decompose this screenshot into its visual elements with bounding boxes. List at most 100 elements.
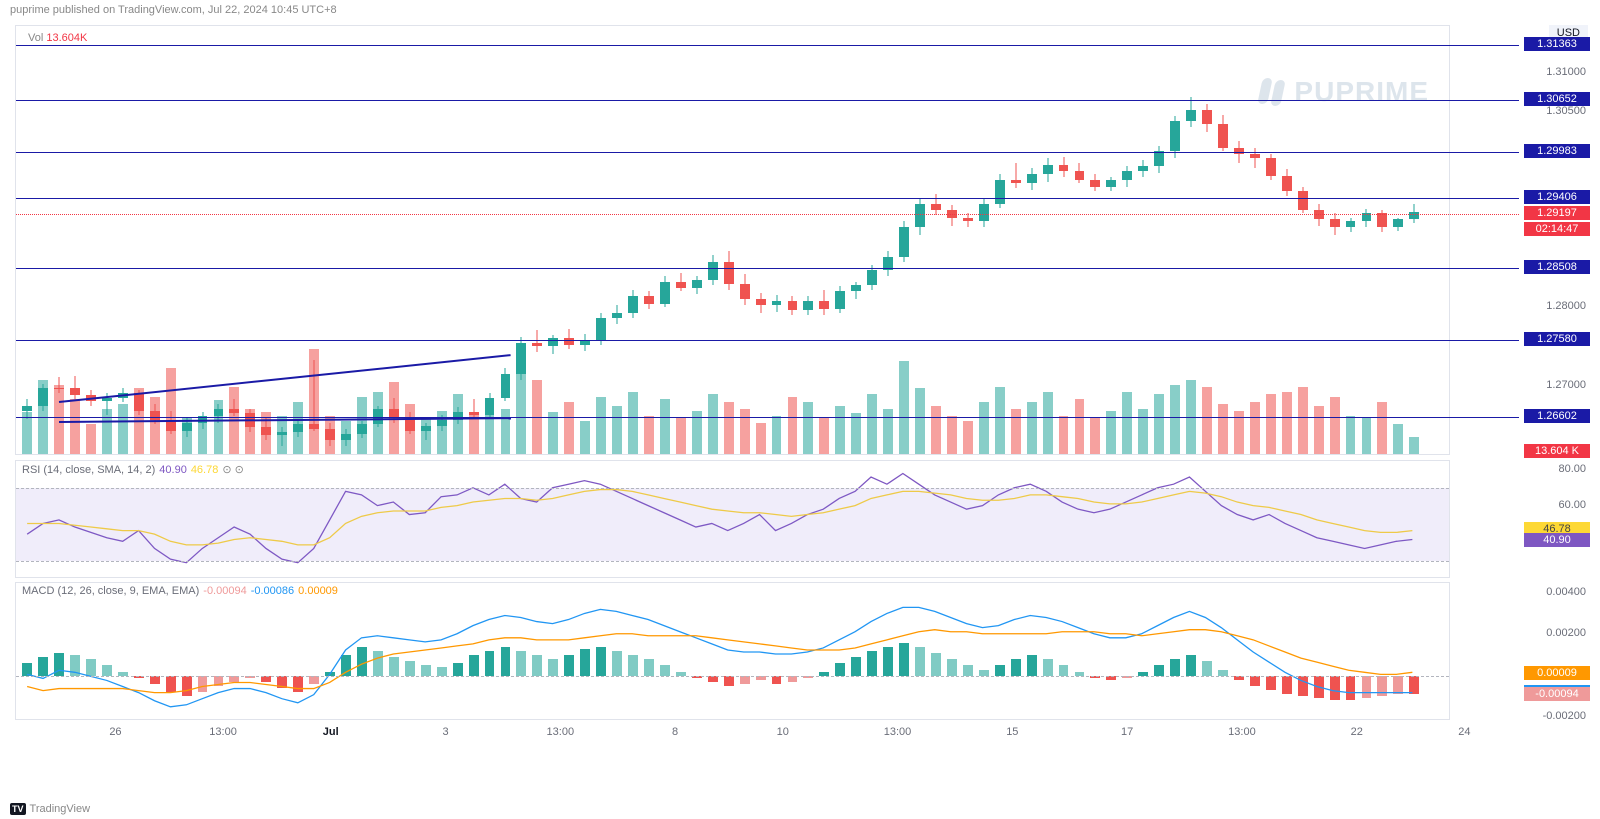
candle [1298,24,1308,454]
candle [931,24,941,454]
time-axis-label: 3 [442,726,448,738]
macd-tick: -0.00200 [1522,710,1590,722]
candle [803,24,813,454]
candle [1282,24,1292,454]
candle [1346,24,1356,454]
candle [1202,24,1212,454]
rsi-axis: 80.0060.0046.7840.90 [1520,460,1590,578]
price-level-badge: 1.29983 [1524,144,1590,158]
time-axis-label: 13:00 [1228,726,1256,738]
price-tick-label: 1.28000 [1522,300,1590,312]
candle [1138,24,1148,454]
candle [1330,24,1340,454]
candle [835,24,845,454]
candle [596,24,606,454]
tradingview-logo-icon: TV [10,803,26,815]
time-axis-label: 13:00 [209,726,237,738]
candle [86,24,96,454]
macd-panel[interactable]: MACD (12, 26, close, 9, EMA, EMA)-0.0009… [15,582,1450,720]
time-axis-label: 22 [1351,726,1363,738]
candle [740,24,750,454]
footer: TV TradingView [10,803,90,815]
price-tick-label: 1.31000 [1522,66,1590,78]
rsi-panel[interactable]: RSI (14, close, SMA, 14, 2)40.9046.78⊙ ⊙ [15,460,1450,578]
candle [963,24,973,454]
price-tick-label: 1.30500 [1522,105,1590,117]
price-level-badge: 1.31363 [1524,37,1590,51]
time-axis-label: 15 [1006,726,1018,738]
candle [516,24,526,454]
candle [676,24,686,454]
candle [357,24,367,454]
price-level-badge: 1.26602 [1524,409,1590,423]
candlestick-series [16,26,1449,454]
macd-value-badge: -0.00094 [1524,687,1590,701]
price-level-badge: 1.30652 [1524,92,1590,106]
candle [134,24,144,454]
candle [883,24,893,454]
candle [899,24,909,454]
countdown-badge: 02:14:47 [1524,222,1590,236]
candle [437,24,447,454]
candle [373,24,383,454]
candle [421,24,431,454]
candle [1122,24,1132,454]
candle [564,24,574,454]
candle [1154,24,1164,454]
volume-badge: 13.604 K [1524,444,1590,458]
candle [788,24,798,454]
candle [214,24,224,454]
macd-value-badge: 0.00009 [1524,666,1590,680]
time-axis-label: 26 [109,726,121,738]
candle [1234,24,1244,454]
candle [947,24,957,454]
candle [102,24,112,454]
candle [118,24,128,454]
candle [628,24,638,454]
candle [1266,24,1276,454]
rsi-tick: 80.00 [1522,463,1590,475]
candle [293,24,303,454]
candle [38,24,48,454]
candle [532,24,542,454]
candle [819,24,829,454]
price-level-badge: 1.28508 [1524,260,1590,274]
candle [580,24,590,454]
candle [341,24,351,454]
candle [1027,24,1037,454]
candle [198,24,208,454]
candle [1106,24,1116,454]
candle [1218,24,1228,454]
candle [70,24,80,454]
candle [22,24,32,454]
price-level-badge: 1.29406 [1524,190,1590,204]
candle [1186,24,1196,454]
candle [644,24,654,454]
price-axis[interactable]: USD 1.310001.305001.280001.270001.313631… [1520,25,1590,455]
time-axis-label: Jul [323,726,339,738]
candle [548,24,558,454]
candle [405,24,415,454]
candle [1393,24,1403,454]
macd-tick: 0.00400 [1522,586,1590,598]
candle [453,24,463,454]
rsi-tick: 60.00 [1522,499,1590,511]
candle [1314,24,1324,454]
candle [1090,24,1100,454]
candle [245,24,255,454]
time-axis-label: 24 [1458,726,1470,738]
candle [867,24,877,454]
candle [229,24,239,454]
candle [995,24,1005,454]
candle [915,24,925,454]
price-level-badge: 1.27580 [1524,332,1590,346]
candle [1059,24,1069,454]
time-axis-label: 13:00 [884,726,912,738]
candle [979,24,989,454]
candle [389,24,399,454]
publish-info: puprime published on TradingView.com, Ju… [10,4,337,16]
time-axis-label: 8 [672,726,678,738]
price-chart-panel[interactable]: PUPRIME [15,25,1450,455]
candle [708,24,718,454]
candle [54,24,64,454]
